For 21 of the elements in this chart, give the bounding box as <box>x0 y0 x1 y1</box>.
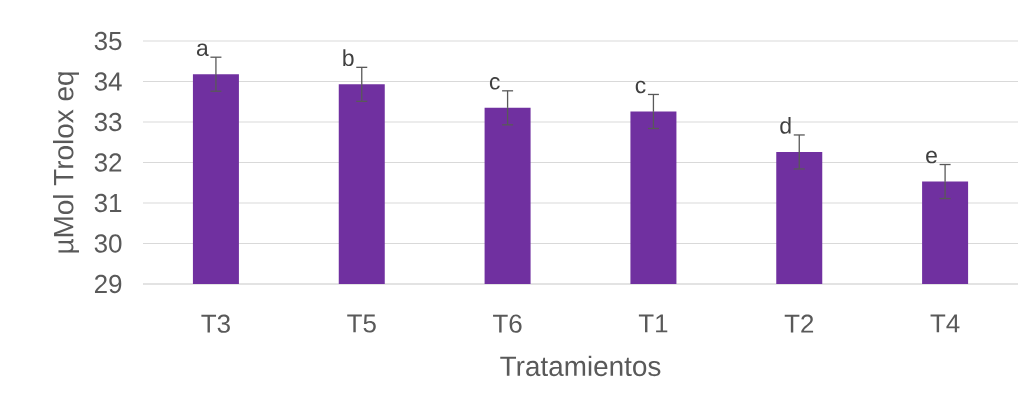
annotation: e <box>926 150 937 164</box>
x-tick-label: T3 <box>201 314 230 333</box>
annotation: d <box>780 116 791 134</box>
y-tick-label: 30 <box>94 234 122 253</box>
annotation: a <box>196 43 209 56</box>
x-axis-title: Tratamientos <box>500 355 661 377</box>
y-tick-label: 33 <box>94 112 122 132</box>
annotation: c <box>635 80 646 94</box>
annotation: b <box>343 49 354 67</box>
y-tick-label: 29 <box>94 274 122 294</box>
y-axis-title: µMol Trolox eq <box>53 72 79 253</box>
x-tick-label: T2 <box>784 314 814 333</box>
y-tick-label: 34 <box>94 72 122 91</box>
x-tick-label: T4 <box>930 314 960 333</box>
y-tick-label: 32 <box>94 153 122 172</box>
y-tick-label: 31 <box>94 193 122 213</box>
annotation: c <box>489 77 500 90</box>
x-tick-label: T6 <box>493 314 522 333</box>
x-tick-label: T5 <box>347 314 376 333</box>
x-tick-label: T1 <box>638 314 668 333</box>
y-tick-label: 35 <box>94 31 122 51</box>
